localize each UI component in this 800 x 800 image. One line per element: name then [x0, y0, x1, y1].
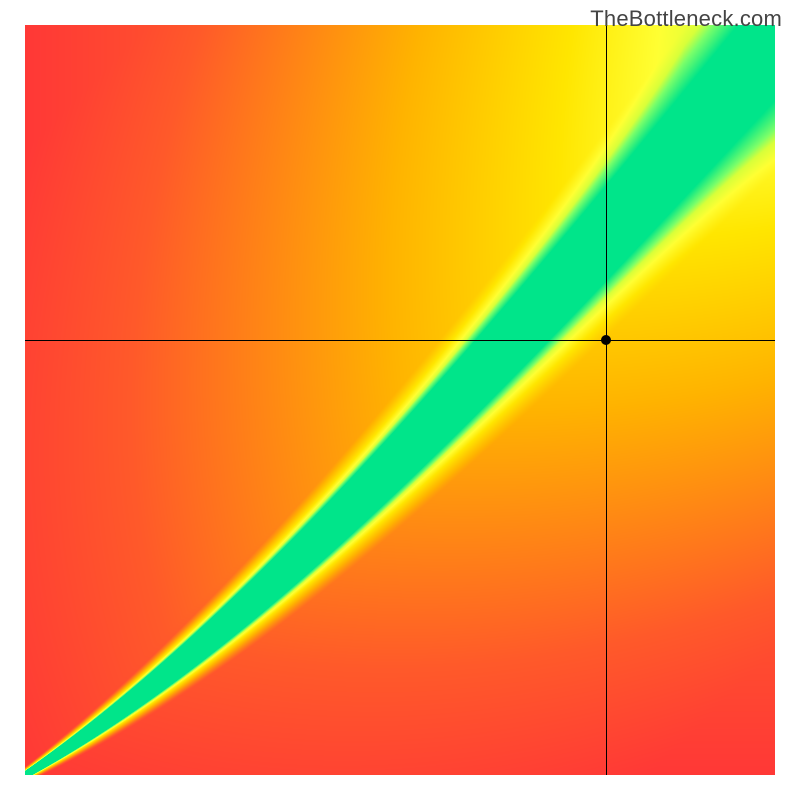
crosshair-vertical [606, 25, 607, 775]
bottleneck-chart-container: TheBottleneck.com [0, 0, 800, 800]
heatmap-canvas [25, 25, 775, 775]
watermark-text: TheBottleneck.com [590, 6, 782, 32]
heatmap-plot-area [25, 25, 775, 775]
marker-point [601, 335, 611, 345]
crosshair-horizontal [25, 340, 775, 341]
